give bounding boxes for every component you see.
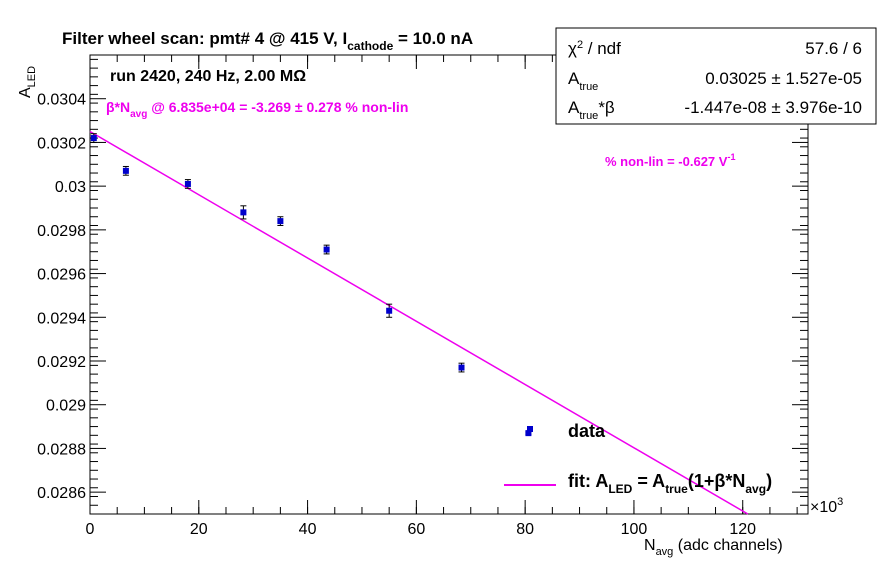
stats-atb-label: Atrue*β (568, 98, 615, 122)
y-tick-label: 0.0286 (37, 485, 86, 502)
stats-chi2-value: 57.6 / 6 (805, 39, 862, 58)
y-tick-label: 0.029 (46, 398, 86, 415)
data-point (525, 430, 532, 437)
x-tick-label: 120 (729, 521, 756, 538)
x-tick-label: 80 (516, 521, 534, 538)
plot-frame (89, 54, 809, 515)
y-tick-label: 0.0296 (37, 267, 86, 284)
chart-title: Filter wheel scan: pmt# 4 @ 415 V, Icath… (62, 29, 473, 53)
data-point (323, 246, 330, 253)
nonlin-annotation: β*Navg @ 6.835e+04 = -3.269 ± 0.278 % no… (106, 99, 408, 120)
y-tick-label: 0.03 (55, 179, 86, 196)
y-tick-label: 0.0294 (37, 310, 86, 327)
y-tick-label: 0.0298 (37, 223, 86, 240)
x-tick-label: 60 (407, 521, 425, 538)
legend-data-marker (527, 426, 533, 432)
data-point (458, 364, 465, 371)
x-axis-label: Navg (adc channels) (644, 537, 783, 558)
stats-atrue-label: Atrue (568, 69, 598, 93)
data-point (184, 180, 191, 187)
legend: data fit: ALED = Atrue(1+β*Navg) (504, 421, 772, 496)
x-tick-label: 40 (299, 521, 317, 538)
y-tick-label: 0.0292 (37, 354, 86, 371)
x-tick-label: 0 (86, 521, 95, 538)
stats-atrue-value: 0.03025 ± 1.527e-05 (705, 69, 862, 88)
y-axis-label: ALED (17, 66, 38, 98)
x-multiplier: ×103 (810, 496, 843, 516)
stats-chi2-label: χ2 / ndf (568, 39, 621, 58)
data-point (386, 307, 393, 314)
fit-line (89, 130, 749, 515)
pct-nonlin-annotation: % non-lin = -0.627 V-1 (605, 152, 735, 169)
stats-atb-value: -1.447e-08 ± 3.976e-10 (684, 98, 862, 117)
y-tick-label: 0.0288 (37, 441, 86, 458)
data-points (90, 133, 532, 437)
data-point (240, 209, 247, 216)
data-point (90, 135, 97, 142)
data-point (122, 167, 129, 174)
legend-data-label: data (568, 421, 606, 441)
y-tick-labels: 0.0286 0.0288 0.029 0.0292 0.0294 0.0296 0.029… (37, 92, 86, 502)
x-tick-labels: 0 20 40 60 80 100 120 (86, 521, 757, 538)
y-tick-label: 0.0304 (37, 92, 86, 109)
run-info: run 2420, 240 Hz, 2.00 MΩ (110, 68, 306, 85)
legend-fit-label: fit: ALED = Atrue(1+β*Navg) (568, 471, 772, 496)
stats-box (555, 27, 877, 125)
x-tick-label: 20 (190, 521, 208, 538)
y-tick-label: 0.0302 (37, 135, 86, 152)
x-tick-label: 100 (621, 521, 648, 538)
data-point (277, 218, 284, 225)
